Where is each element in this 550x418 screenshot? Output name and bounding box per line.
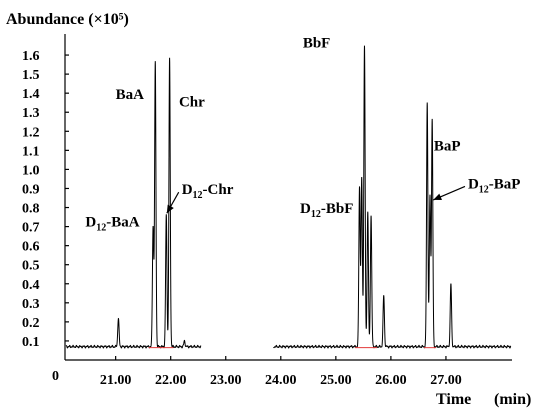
y-tick-label: 0.7	[22, 221, 40, 236]
y-axis-title: Abundance (×10⁵)	[6, 11, 129, 28]
peak-label: D12-Chr	[182, 182, 234, 201]
y-tick-label: 0.3	[22, 297, 40, 312]
peak-label: D12-BbF	[300, 201, 353, 220]
y-tick-label: 1.5	[22, 68, 40, 83]
peak-annotations: BaA Chr BbF BaP D12-Chr D12-BaA D12-BbF D12-BaP	[85, 35, 520, 233]
y-tick-label: 1.1	[22, 144, 40, 159]
arrow-head	[433, 193, 442, 200]
y-tick-label: 1.4	[22, 87, 40, 102]
trace-segment-2	[273, 45, 512, 349]
y-tick-label: 1.6	[22, 49, 40, 64]
x-tick-label: 23.00	[210, 373, 242, 388]
arrow-head	[166, 204, 174, 214]
x-tick-label: 21.00	[100, 373, 132, 388]
x-tick-label: 24.00	[265, 373, 297, 388]
y-tick-label: 0.8	[22, 202, 40, 217]
peak-label: D12-BaP	[468, 176, 521, 195]
peak-label: BbF	[303, 35, 331, 51]
y-tick-label: 1.0	[22, 163, 40, 178]
origin-label: 0	[52, 369, 59, 384]
peak-label: BaA	[116, 87, 145, 103]
axes	[64, 34, 512, 361]
y-tick-label: 1.3	[22, 106, 40, 121]
x-axis-title: Time	[436, 391, 471, 408]
y-tick-label: 0.9	[22, 182, 40, 197]
chromatogram-trace	[65, 45, 512, 349]
x-tick-label: 26.00	[375, 373, 407, 388]
y-tick-label: 0.1	[22, 335, 40, 350]
y-tick-label: 0.6	[22, 240, 40, 255]
y-tick-label: 0.4	[22, 278, 40, 293]
x-tick-label: 22.00	[155, 373, 187, 388]
peak-label: BaP	[434, 138, 461, 154]
peak-label: D12-BaA	[85, 215, 139, 234]
tick-labels: Abundance (×10⁵) 0.1 0.2 0.3 0.4 0.5 0.6 0.7 0.8…	[6, 11, 531, 408]
x-tick-label: 25.00	[320, 373, 352, 388]
y-tick-label: 0.5	[22, 259, 40, 274]
peak-label: Chr	[179, 95, 205, 111]
trace-segment-1	[65, 57, 202, 349]
x-tick-label: 27.00	[430, 373, 462, 388]
y-tick-label: 0.2	[22, 316, 40, 331]
y-tick-label: 1.2	[22, 125, 40, 140]
x-axis-unit: (min)	[494, 391, 531, 408]
